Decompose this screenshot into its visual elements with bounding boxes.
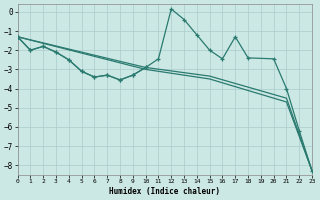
X-axis label: Humidex (Indice chaleur): Humidex (Indice chaleur) [109,187,220,196]
